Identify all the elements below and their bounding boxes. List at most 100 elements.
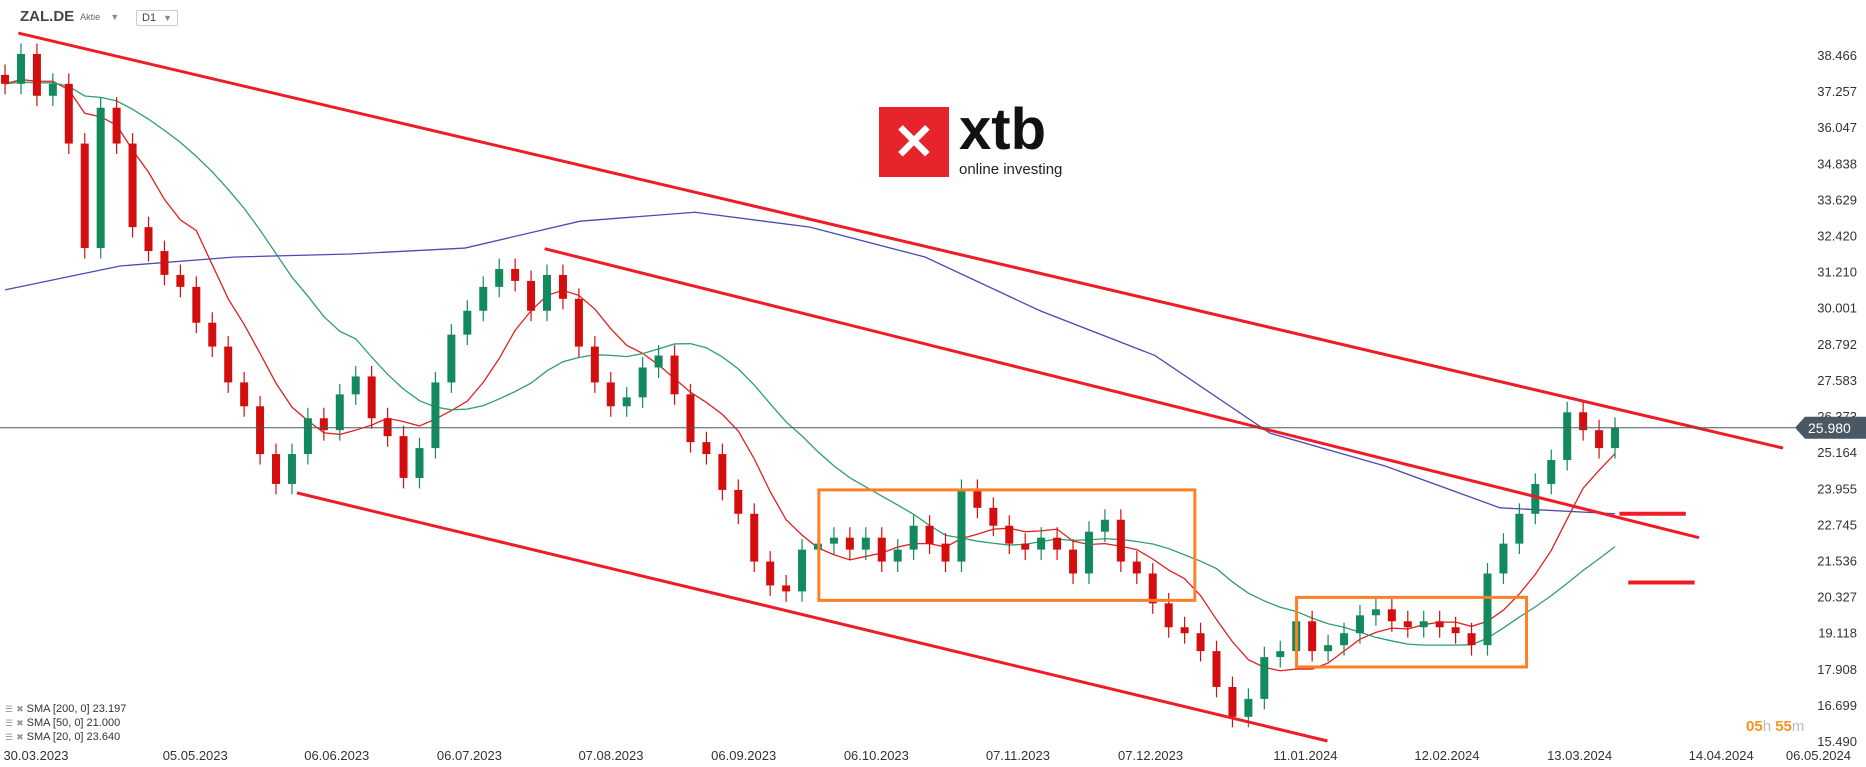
close-icon[interactable]: ✖ — [16, 718, 24, 728]
candle-body — [383, 418, 392, 437]
candle-body — [1451, 627, 1460, 634]
candle-body — [1164, 603, 1173, 628]
legend-sma200[interactable]: ☰ ✖ SMA [200, 0] 23.197 — [5, 702, 126, 716]
x-tick-label: 05.05.2023 — [163, 748, 228, 763]
candle-body — [1069, 549, 1078, 574]
y-tick-label: 17.908 — [1817, 662, 1857, 677]
legend-sma50[interactable]: ☰ ✖ SMA [50, 0] 21.000 — [5, 716, 126, 730]
y-tick-label: 27.583 — [1817, 373, 1857, 388]
legend-label: SMA [20, 0] 23.640 — [26, 731, 121, 743]
candle-body — [64, 83, 73, 144]
y-tick-label: 15.490 — [1817, 734, 1857, 749]
consolidation-box — [1295, 595, 1529, 669]
candle-body — [287, 454, 296, 484]
y-tick-label: 21.536 — [1817, 553, 1857, 568]
candle-body — [1037, 537, 1046, 550]
candle-body — [32, 53, 41, 96]
candle-body — [431, 382, 440, 449]
settings-icon[interactable]: ☰ — [5, 704, 14, 714]
candle-body — [718, 454, 727, 490]
sma200-line — [4, 211, 1616, 515]
x-tick-label: 06.07.2023 — [437, 748, 502, 763]
candle-body — [447, 334, 456, 383]
instrument-type: Aktie — [80, 11, 101, 22]
y-tick-label: 36.047 — [1817, 120, 1857, 135]
minutes-unit: m — [1791, 718, 1805, 735]
settings-icon[interactable]: ☰ — [5, 718, 14, 728]
candle-body — [1467, 633, 1476, 646]
sma50-line — [4, 81, 1616, 646]
candle-body — [766, 561, 775, 586]
candle-body — [160, 251, 169, 275]
settings-icon[interactable]: ☰ — [5, 732, 14, 742]
candle-body — [1053, 537, 1062, 550]
candle-body — [1355, 615, 1364, 634]
trend-line — [17, 31, 1784, 450]
candle-body — [256, 406, 265, 455]
symbol-name: ZAL.DE — [20, 8, 75, 25]
candle-body — [1116, 519, 1125, 562]
x-tick-label: 30.03.2023 — [3, 748, 68, 763]
candle-body — [1228, 686, 1237, 717]
x-tick-label: 06.06.2023 — [304, 748, 369, 763]
candle-body — [861, 537, 870, 550]
candle-body — [335, 394, 344, 431]
x-tick-label: 12.02.2024 — [1414, 748, 1479, 763]
countdown-hours: 05 — [1746, 718, 1763, 735]
candle-body — [176, 274, 185, 287]
candle-body — [1100, 519, 1109, 532]
current-price-tag: 25.980 — [1795, 416, 1866, 439]
candle-body — [495, 268, 504, 287]
candle-countdown: 05h 55m — [1746, 718, 1804, 735]
candle-body — [415, 448, 424, 478]
x-tick-label: 14.04.2024 — [1689, 748, 1754, 763]
candle-body — [1324, 645, 1333, 652]
candle-body — [351, 376, 360, 395]
close-icon[interactable]: ✖ — [16, 732, 24, 742]
indicator-legend: ☰ ✖ SMA [200, 0] 23.197 ☰ ✖ SMA [50, 0] 21.0… — [5, 702, 126, 744]
y-tick-label: 19.118 — [1818, 626, 1857, 641]
candle-body — [1483, 573, 1492, 646]
y-tick-label: 31.210 — [1817, 265, 1857, 280]
y-tick-label: 38.466 — [1817, 48, 1857, 63]
candle-body — [128, 143, 137, 228]
trend-line — [296, 491, 1328, 743]
candle-body — [750, 513, 759, 562]
candle-body — [1212, 651, 1221, 687]
x-tick-label: 07.12.2023 — [1118, 748, 1183, 763]
candle-body — [1005, 525, 1014, 544]
candle-body — [1, 74, 10, 84]
trend-line — [544, 247, 1700, 540]
y-tick-label: 20.327 — [1817, 590, 1857, 605]
candle-body — [638, 367, 647, 398]
chevron-down-icon[interactable]: ▼ — [110, 11, 120, 22]
x-tick-label: 11.01.2024 — [1273, 748, 1337, 763]
candle-body — [1387, 609, 1396, 622]
timeframe-select[interactable]: D1 ▼ — [136, 10, 178, 26]
candle-body — [272, 454, 281, 484]
y-tick-label: 34.838 — [1817, 156, 1857, 171]
legend-sma20[interactable]: ☰ ✖ SMA [20, 0] 23.640 — [5, 730, 126, 744]
candle-body — [845, 537, 854, 550]
candle-body — [829, 537, 838, 544]
countdown-minutes: 55 — [1775, 718, 1792, 735]
candle-body — [16, 53, 25, 84]
x-tick-label: 06.10.2023 — [844, 748, 909, 763]
legend-label: SMA [200, 0] 23.197 — [26, 703, 127, 715]
candle-body — [590, 346, 599, 383]
symbol-header[interactable]: ZAL.DE Aktie ▼ — [20, 8, 119, 25]
y-tick-label: 23.955 — [1817, 481, 1857, 496]
candle-body — [112, 107, 121, 144]
candle-body — [1021, 543, 1030, 550]
xtb-logo-mark: ✕ — [879, 106, 949, 177]
close-icon[interactable]: ✖ — [16, 704, 24, 714]
candle-body — [1340, 633, 1349, 646]
candle-body — [989, 507, 998, 526]
candle-body — [48, 83, 57, 96]
consolidation-box — [817, 488, 1197, 602]
candle-body — [893, 549, 902, 562]
candle-body — [1595, 430, 1604, 449]
candle-body — [1132, 561, 1141, 574]
candle-body — [734, 489, 743, 514]
